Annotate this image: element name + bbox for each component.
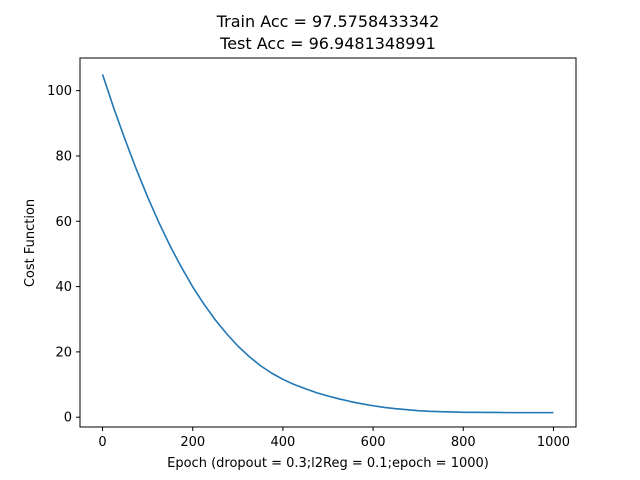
y-tick-label: 0 bbox=[64, 411, 72, 426]
x-tick-label: 0 bbox=[98, 435, 106, 450]
x-tick-label: 1000 bbox=[537, 435, 570, 450]
x-tick-label: 800 bbox=[451, 435, 476, 450]
y-tick-label: 80 bbox=[55, 149, 72, 164]
x-tick-label: 600 bbox=[361, 435, 386, 450]
x-axis-label: Epoch (dropout = 0.3;l2Reg = 0.1;epoch =… bbox=[167, 456, 489, 471]
plot-area: 0 200 400 600 800 1000 0 20 40 60 80 100 bbox=[47, 74, 570, 450]
chart-title-line-2: Test Acc = 96.9481348991 bbox=[219, 34, 436, 53]
y-tick-label: 60 bbox=[55, 215, 72, 230]
cost-series-line bbox=[101, 74, 554, 414]
y-tick-label: 40 bbox=[55, 280, 72, 295]
chart-title-line-1: Train Acc = 97.5758433342 bbox=[216, 12, 440, 31]
plot-frame bbox=[79, 57, 577, 428]
y-axis-label: Cost Function bbox=[23, 199, 38, 287]
x-tick-label: 200 bbox=[180, 435, 205, 450]
y-tick-label: 20 bbox=[55, 345, 72, 360]
x-tick-label: 400 bbox=[270, 435, 295, 450]
y-tick-label: 100 bbox=[47, 84, 72, 99]
